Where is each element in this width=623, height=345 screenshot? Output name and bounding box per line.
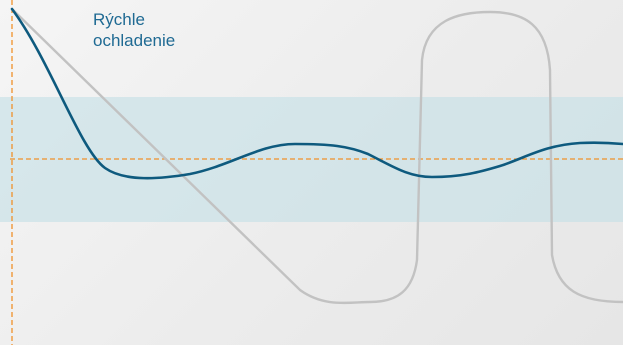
rapid-cooling-label-line-1: Rýchle xyxy=(93,10,145,29)
linear-cooling-curve xyxy=(10,7,623,305)
rapid-cooling-label-line-2: ochladenie xyxy=(93,31,176,50)
rapid-cooling-curve xyxy=(10,7,623,180)
rapid-cooling-label: Rýchle ochladenie xyxy=(93,9,175,51)
